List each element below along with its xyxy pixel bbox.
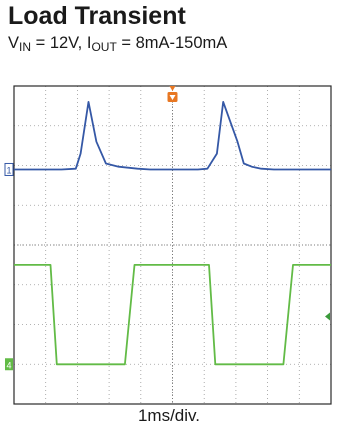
trigger-arrow-icon xyxy=(169,95,176,100)
channel-1-label: 1 xyxy=(6,165,11,175)
trigger-position-icon xyxy=(169,86,176,91)
subtitle-v: V xyxy=(8,34,20,52)
chart-subtitle: VIN = 12V, IOUT = 8mA-150mA xyxy=(8,34,227,54)
scope-markers: 14 xyxy=(4,86,330,371)
channel-4-offset-icon xyxy=(325,312,330,321)
subtitle-i-sub: OUT xyxy=(91,40,117,54)
chart-title: Load Transient xyxy=(8,2,186,30)
subtitle-i: I xyxy=(86,34,92,52)
output-voltage-trace xyxy=(14,101,331,171)
subtitle-v-rest: = 12V, xyxy=(31,34,87,52)
subtitle-i-rest: = 8mA-150mA xyxy=(116,34,228,52)
subtitle-v-sub: IN xyxy=(19,40,32,54)
channel-1-marker xyxy=(4,162,14,176)
load-current-trace xyxy=(14,264,331,366)
channel-4-marker xyxy=(5,358,13,371)
x-axis-label: 1ms/div. xyxy=(137,406,201,425)
scope-traces xyxy=(14,101,331,366)
channel-4-label: 4 xyxy=(6,360,11,370)
